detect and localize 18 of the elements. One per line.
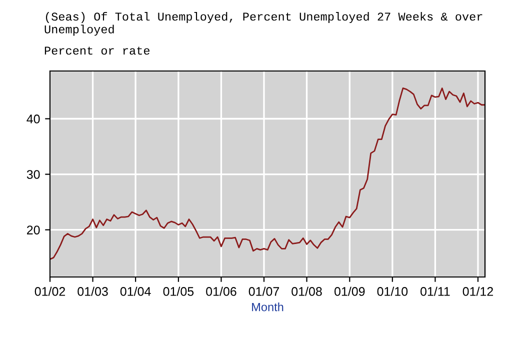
x-tick-label: 01/09 [334, 286, 365, 296]
chart-subtitle: Percent or rate [44, 46, 150, 55]
x-tick-label: 01/08 [292, 286, 322, 296]
chart-title: (Seas) Of Total Unemployed, Percent Unemployed 27 Weeks & over Unemployed [44, 12, 482, 36]
x-tick-label: 01/10 [377, 286, 408, 296]
x-tick-label: 01/03 [78, 286, 108, 296]
x-tick-label: 01/04 [120, 286, 151, 296]
y-tick-label: 30 [26, 170, 40, 179]
x-tick-label: 01/02 [34, 286, 66, 296]
x-tick-label: 01/12 [462, 286, 493, 296]
y-tick-label: 40 [26, 114, 40, 124]
x-tick-label: 01/07 [248, 286, 279, 296]
y-tick-label: 20 [27, 226, 40, 234]
x-tick-label: 01/05 [163, 286, 194, 296]
x-tick-label: 01/11 [420, 286, 450, 296]
x-tick-label: 01/06 [206, 286, 236, 296]
x-axis-title: Month [252, 302, 284, 312]
line-series [50, 88, 485, 260]
